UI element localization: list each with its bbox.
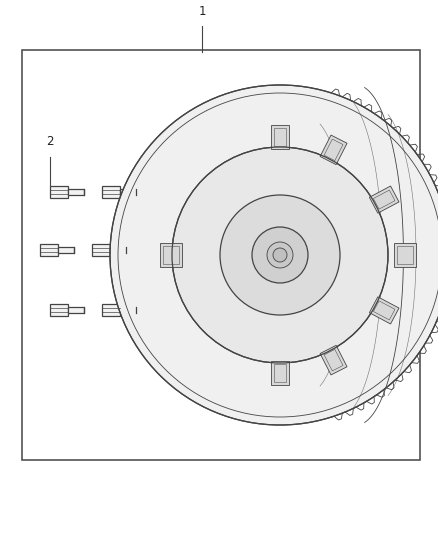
- Bar: [58, 247, 74, 253]
- Bar: [68, 307, 84, 313]
- Bar: [394, 243, 416, 267]
- Circle shape: [172, 147, 388, 363]
- Circle shape: [267, 242, 293, 268]
- Bar: [120, 307, 136, 313]
- Polygon shape: [320, 345, 347, 375]
- Bar: [160, 243, 182, 267]
- Bar: [120, 189, 136, 195]
- Polygon shape: [271, 361, 289, 385]
- Circle shape: [273, 248, 287, 262]
- Circle shape: [110, 85, 438, 425]
- Polygon shape: [271, 125, 289, 149]
- Bar: [102, 186, 120, 198]
- Bar: [92, 244, 110, 256]
- Bar: [68, 189, 84, 195]
- Text: 2: 2: [46, 135, 54, 148]
- Polygon shape: [369, 297, 399, 324]
- Bar: [50, 304, 68, 316]
- Bar: [110, 247, 126, 253]
- Bar: [22, 50, 420, 460]
- Bar: [397, 246, 413, 264]
- Text: 1: 1: [198, 5, 206, 18]
- Bar: [40, 244, 58, 256]
- Bar: [102, 304, 120, 316]
- Polygon shape: [369, 186, 399, 213]
- Bar: [163, 246, 179, 264]
- Bar: [50, 186, 68, 198]
- Polygon shape: [320, 135, 347, 165]
- Circle shape: [252, 227, 308, 283]
- Circle shape: [220, 195, 340, 315]
